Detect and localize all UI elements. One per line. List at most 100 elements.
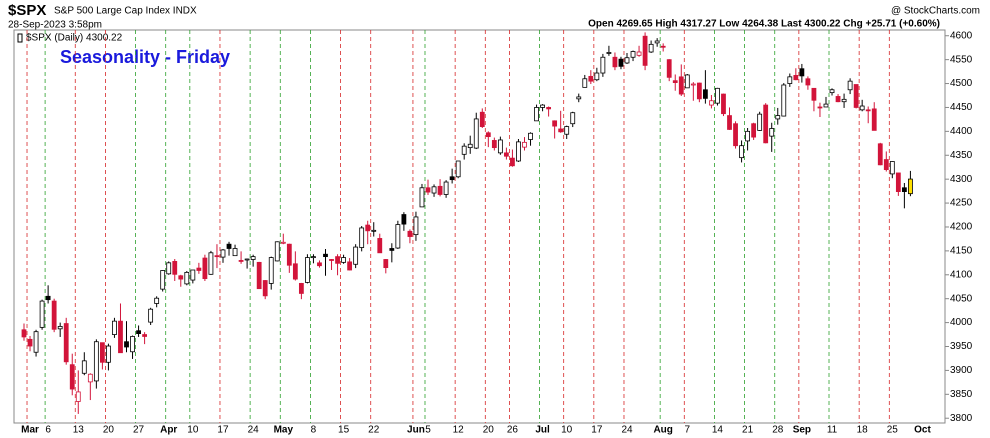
candle-body bbox=[522, 141, 527, 148]
candle-body bbox=[87, 373, 93, 383]
candle-body bbox=[51, 300, 57, 330]
y-tick-label: 3900 bbox=[950, 365, 973, 376]
candle-body bbox=[292, 263, 298, 280]
x-tick-label: 26 bbox=[507, 425, 519, 436]
y-tick-label: 4300 bbox=[950, 174, 973, 185]
candle-body bbox=[401, 214, 407, 225]
y-tick-label: 4400 bbox=[950, 126, 973, 137]
candle-body bbox=[745, 130, 750, 142]
x-tick-label: 5 bbox=[425, 425, 431, 436]
candle-body bbox=[491, 140, 497, 149]
candle-body bbox=[166, 262, 172, 275]
plot-frame bbox=[13, 29, 946, 424]
candle-body bbox=[437, 185, 443, 195]
candle-body bbox=[323, 253, 328, 258]
candle-body bbox=[377, 238, 383, 254]
candle-body bbox=[407, 230, 413, 237]
candle-body bbox=[666, 59, 672, 78]
y-tick-label: 4100 bbox=[950, 269, 973, 280]
x-tick-label: 25 bbox=[887, 425, 899, 436]
candle-body bbox=[835, 96, 841, 103]
x-tick-label: 17 bbox=[217, 425, 229, 436]
candle-body bbox=[256, 261, 262, 290]
candle-body bbox=[383, 259, 389, 269]
x-tick-label: 11 bbox=[827, 425, 838, 436]
y-tick-label: 4050 bbox=[950, 293, 973, 304]
candle-body bbox=[359, 227, 365, 248]
candle-body bbox=[895, 172, 901, 192]
y-tick-label: 3800 bbox=[950, 413, 973, 424]
candle-body bbox=[534, 107, 539, 122]
candle-body bbox=[160, 270, 166, 290]
candle-body bbox=[829, 89, 835, 94]
candle-body bbox=[33, 331, 39, 353]
candle-body bbox=[823, 103, 829, 108]
x-tick-label: Mar bbox=[21, 425, 39, 436]
candle-body bbox=[727, 115, 732, 130]
x-tick-label: Oct bbox=[914, 425, 931, 436]
candle-body bbox=[238, 260, 244, 262]
candle-body bbox=[262, 280, 268, 297]
candle-body bbox=[624, 57, 630, 64]
x-tick-label: May bbox=[274, 425, 294, 436]
candle-body bbox=[305, 257, 310, 283]
candle-body bbox=[93, 341, 99, 382]
candle-body bbox=[793, 75, 799, 81]
x-tick-label: 6 bbox=[45, 425, 51, 436]
candle-body bbox=[148, 308, 154, 323]
x-tick-label: 10 bbox=[561, 425, 573, 436]
x-tick-label: 7 bbox=[685, 425, 691, 436]
candle-body bbox=[311, 256, 316, 259]
candle-body bbox=[811, 87, 817, 101]
candle-body bbox=[781, 84, 787, 117]
candle-body bbox=[280, 241, 286, 244]
candle-body bbox=[660, 45, 666, 48]
x-tick-label: 14 bbox=[712, 425, 724, 436]
candle-body bbox=[853, 84, 859, 108]
candle-body bbox=[268, 257, 274, 284]
candle-body bbox=[865, 109, 871, 112]
candle-body bbox=[57, 326, 63, 330]
candle-body bbox=[570, 112, 576, 125]
watermark: @ StockCharts.com bbox=[891, 6, 980, 17]
candle-body bbox=[118, 320, 123, 354]
candle-body bbox=[889, 161, 895, 175]
candle-body bbox=[805, 78, 811, 86]
x-tick-label: 13 bbox=[73, 425, 85, 436]
candle-body bbox=[528, 132, 533, 140]
candle-body bbox=[715, 87, 720, 104]
candle-body bbox=[226, 243, 232, 249]
candle-body bbox=[130, 336, 135, 353]
candle-body bbox=[618, 58, 624, 67]
candle-body bbox=[642, 35, 648, 66]
candle-body bbox=[877, 143, 883, 166]
candle-body bbox=[425, 187, 431, 193]
candle-body bbox=[347, 261, 353, 271]
x-tick-label: 24 bbox=[248, 425, 260, 436]
candle-body bbox=[298, 282, 304, 294]
candle-body bbox=[871, 108, 877, 131]
candle-body bbox=[841, 98, 847, 103]
candle-body bbox=[733, 123, 738, 147]
candle-body bbox=[353, 246, 359, 265]
candle-body bbox=[395, 224, 401, 249]
candle-body bbox=[709, 100, 714, 106]
y-tick-label: 4500 bbox=[950, 78, 973, 89]
candle-body bbox=[455, 160, 461, 178]
candle-body bbox=[449, 176, 455, 181]
candle-body bbox=[45, 295, 51, 301]
x-tick-label: 22 bbox=[368, 425, 380, 436]
candle-body bbox=[124, 341, 129, 348]
candle-body bbox=[479, 111, 485, 127]
x-tick-label: 18 bbox=[857, 425, 869, 436]
candle-body bbox=[787, 76, 793, 84]
candle-body bbox=[739, 145, 744, 159]
candle-body bbox=[443, 181, 449, 195]
candle-body bbox=[202, 257, 208, 280]
candle-body bbox=[757, 113, 763, 131]
candle-body bbox=[702, 89, 708, 99]
candle-body bbox=[172, 261, 178, 275]
y-tick-label: 3950 bbox=[950, 341, 973, 352]
candle-body bbox=[317, 262, 322, 267]
